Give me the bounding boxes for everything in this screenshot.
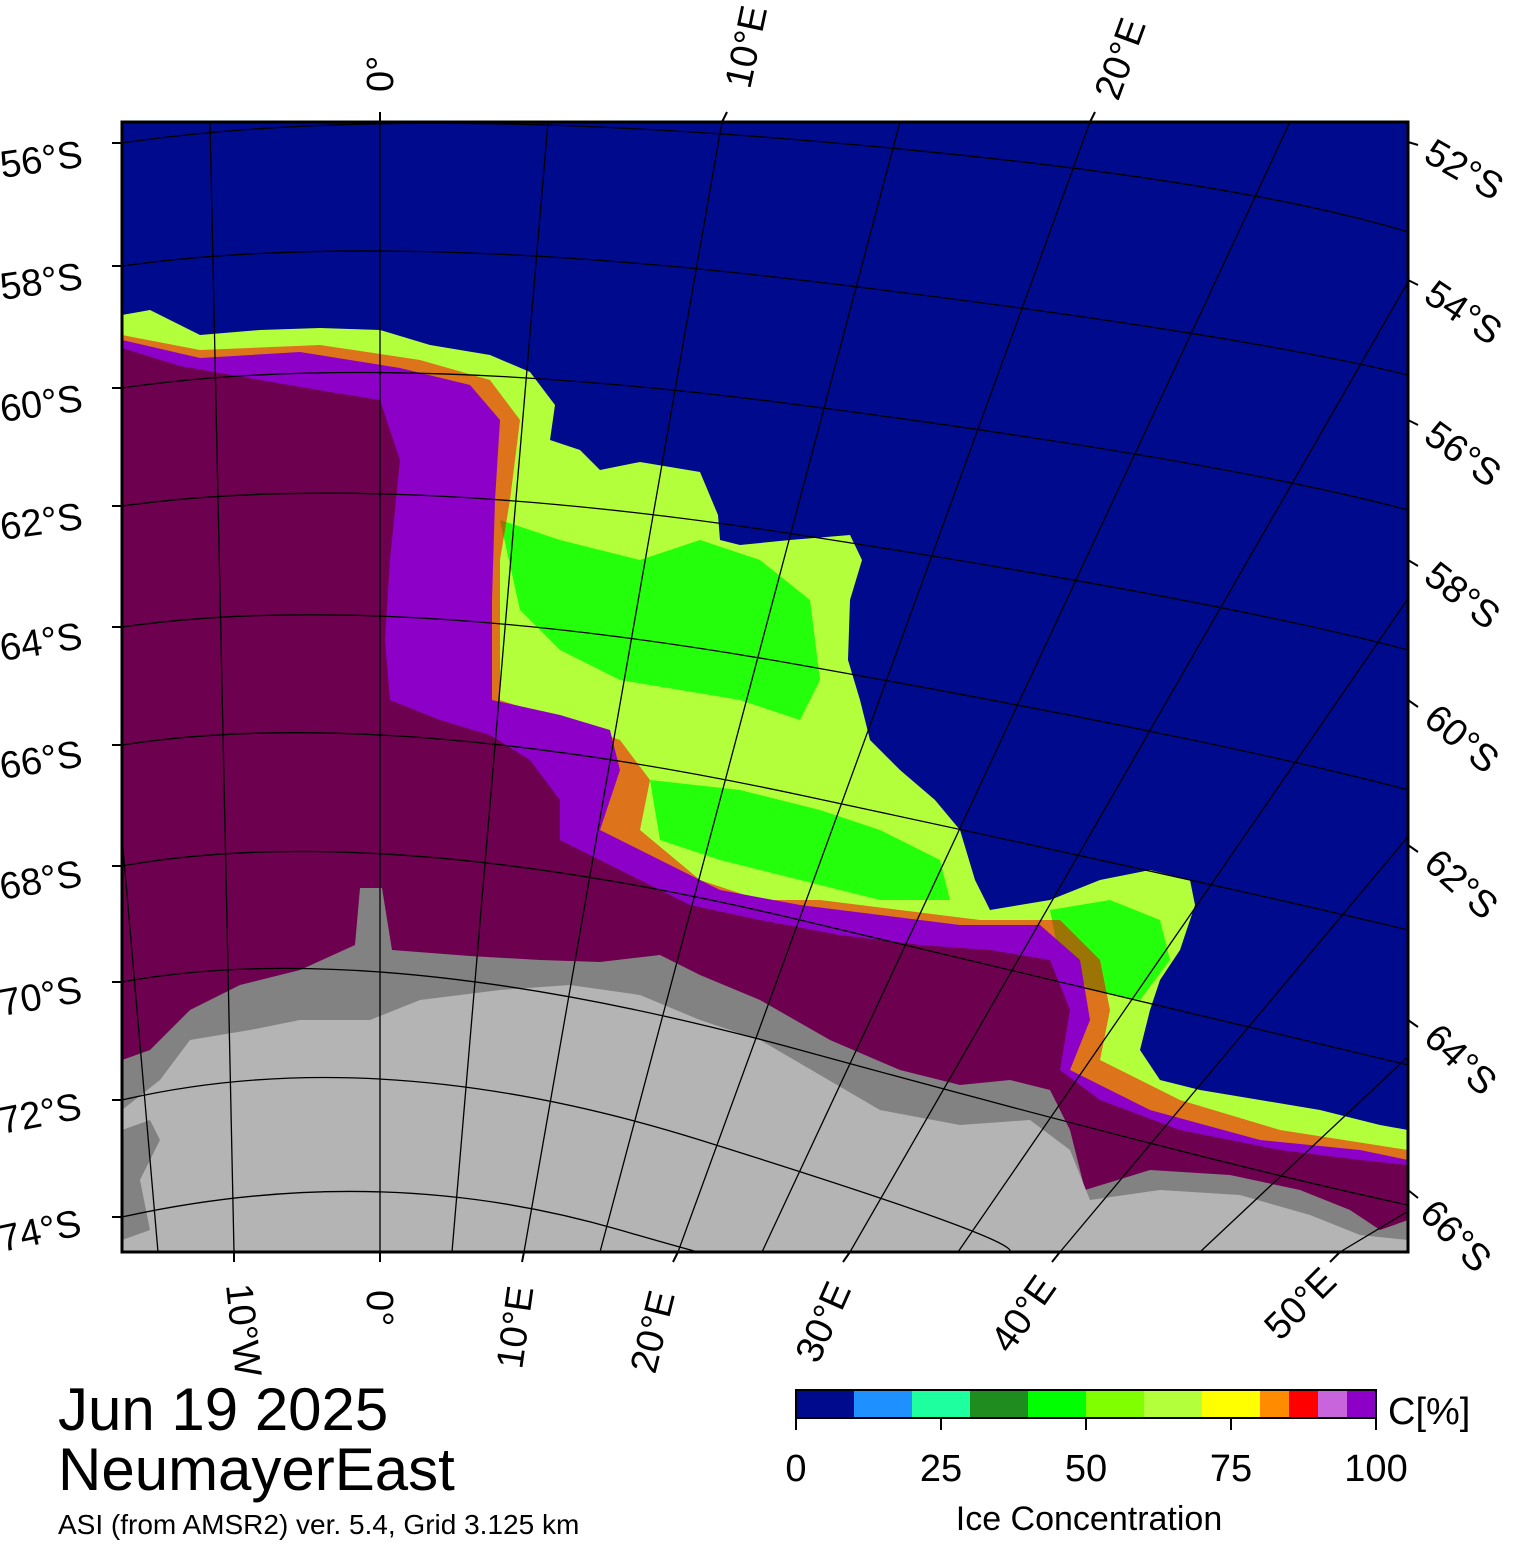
colorbar-unit: C[%] <box>1388 1391 1470 1433</box>
bottom-lon-label: 30°E <box>788 1276 860 1369</box>
antarctica-land <box>122 985 1408 1252</box>
colorbar-tick-label: 75 <box>1210 1448 1252 1490</box>
top-lon-label: 0° <box>360 56 402 92</box>
right-lat-label: 60°S <box>1416 697 1506 782</box>
colorbar-tick-label: 100 <box>1344 1448 1407 1490</box>
left-lat-label: 70°S <box>0 969 85 1025</box>
left-lat-label: 60°S <box>0 378 85 431</box>
colorbar-segment <box>1347 1390 1376 1418</box>
frame-ticks <box>112 111 1419 1263</box>
left-lat-label: 58°S <box>0 256 85 309</box>
colorbar-segment <box>912 1390 970 1418</box>
colorbar-segment <box>1086 1390 1144 1418</box>
colorbar-title: Ice Concentration <box>956 1500 1223 1538</box>
colorbar <box>796 1390 1376 1418</box>
medium-ice-patch <box>650 780 950 900</box>
right-lat-label: 62°S <box>1416 841 1506 928</box>
map-region: NeumayerEast <box>58 1436 455 1503</box>
right-lat-label: 66°S <box>1412 1192 1500 1281</box>
colorbar-segment <box>1144 1390 1202 1418</box>
map-area <box>122 122 1408 1252</box>
medium-ice-patch <box>500 520 820 720</box>
left-lat-label: 64°S <box>0 615 85 669</box>
top-lon-label: 10°E <box>718 2 776 92</box>
colorbar-tick-label: 50 <box>1065 1448 1107 1490</box>
left-lat-label: 68°S <box>0 853 85 909</box>
colorbar-segment <box>1202 1390 1260 1418</box>
bottom-lon-label: 20°E <box>623 1287 684 1378</box>
map-date: Jun 19 2025 <box>58 1376 389 1443</box>
left-lat-label: 56°S <box>0 134 85 187</box>
bottom-lon-label: 40°E <box>983 1268 1065 1360</box>
bottom-lon-label: 0° <box>358 1290 400 1326</box>
colorbar-segment <box>1318 1390 1347 1418</box>
top-lon-label: 20°E <box>1087 13 1155 105</box>
colorbar-tick-label: 25 <box>920 1448 962 1490</box>
left-lat-label: 66°S <box>0 733 85 787</box>
data-source: ASI (from AMSR2) ver. 5.4, Grid 3.125 km <box>58 1509 580 1540</box>
right-lat-label: 56°S <box>1417 413 1509 496</box>
colorbar-segment <box>1028 1390 1086 1418</box>
bottom-lon-label: 10°W <box>217 1282 269 1379</box>
colorbar-tick-label: 0 <box>785 1448 806 1490</box>
colorbar-segment <box>1260 1390 1289 1418</box>
ice-shelf <box>122 1120 160 1240</box>
colorbar-ticks <box>795 1418 1377 1430</box>
colorbar-segment <box>1289 1390 1318 1418</box>
right-lat-label: 54°S <box>1417 273 1509 354</box>
bottom-lon-label: 50°E <box>1257 1260 1345 1348</box>
colorbar-segment <box>796 1390 854 1418</box>
bottom-lon-label: 10°E <box>489 1283 542 1371</box>
left-lat-label: 72°S <box>0 1086 85 1143</box>
colorbar-segment <box>854 1390 912 1418</box>
colorbar-segment <box>970 1390 1028 1418</box>
right-lat-label: 58°S <box>1416 554 1507 638</box>
right-lat-label: 64°S <box>1416 1016 1505 1104</box>
left-lat-label: 62°S <box>0 496 85 549</box>
longitude-gridlines <box>122 122 1408 1252</box>
left-lat-label: 74°S <box>0 1203 85 1261</box>
right-lat-label: 52°S <box>1418 131 1511 209</box>
map-frame <box>120 120 1410 1254</box>
